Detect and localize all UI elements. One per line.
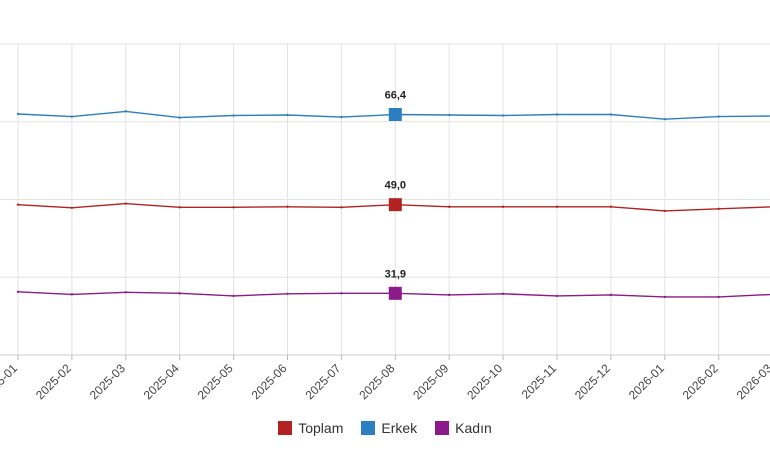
legend-item-kadin[interactable]: Kadın [435, 420, 492, 436]
x-tick-label: 2025-08 [356, 361, 397, 402]
highlight-marker-toplam [388, 198, 402, 212]
legend-label-erkek: Erkek [381, 420, 418, 436]
legend: Toplam Erkek Kadın [0, 420, 770, 436]
x-tick-label: 2025-09 [410, 361, 451, 402]
data-point-kadın [448, 293, 451, 297]
x-tick-label: 2025-05 [195, 361, 236, 402]
x-tick-label: 2025-02 [33, 361, 74, 402]
legend-swatch-toplam [278, 421, 293, 435]
legend-item-erkek[interactable]: Erkek [361, 420, 417, 436]
data-point-erkek [70, 115, 74, 118]
legend-swatch-kadin [435, 421, 450, 435]
x-tick-label: 2026-02 [680, 361, 721, 402]
x-tick-label: 2025-11 [519, 361, 560, 402]
data-point-erkek [286, 113, 289, 117]
data-point-erkek [232, 114, 235, 117]
x-tick-label: 2026-01 [626, 361, 667, 402]
x-tick-label: 2026-03 [734, 361, 770, 402]
data-point-erkek [16, 112, 20, 116]
x-tick-label: 2025-07 [302, 361, 343, 402]
data-label-toplam: 49,0 [385, 180, 406, 192]
data-point-toplam [232, 206, 235, 209]
data-point-erkek [609, 113, 613, 116]
data-point-toplam [124, 202, 128, 205]
data-point-erkek [663, 117, 666, 121]
x-tick-label: 2025-01 [0, 361, 20, 402]
x-tick-label: 2025-04 [141, 361, 182, 402]
legend-swatch-erkek [361, 421, 376, 435]
data-point-erkek [717, 115, 720, 118]
data-point-kadın [501, 292, 505, 296]
highlight-marker-erkek [388, 107, 402, 121]
x-tick-label: 2025-06 [249, 361, 290, 402]
data-label-erkek: 66,4 [385, 89, 407, 101]
data-label-kadın: 31,9 [385, 268, 406, 280]
legend-label-kadin: Kadın [455, 420, 492, 436]
data-point-kadın [286, 292, 289, 296]
data-point-kadın [663, 295, 666, 299]
data-point-erkek [555, 113, 559, 116]
data-point-kadın [178, 292, 181, 295]
data-point-toplam [340, 206, 343, 209]
data-point-kadın [70, 293, 74, 296]
data-point-toplam [448, 205, 451, 208]
data-point-kadın [232, 294, 235, 298]
data-point-toplam [663, 209, 666, 213]
data-point-toplam [178, 206, 181, 209]
data-point-kadın [717, 295, 720, 299]
data-point-erkek [124, 110, 128, 113]
data-point-toplam [609, 205, 613, 208]
data-point-kadın [124, 291, 128, 294]
data-point-erkek [448, 113, 451, 117]
data-point-kadın [609, 293, 613, 297]
data-point-toplam [555, 205, 559, 208]
data-point-kadın [555, 294, 559, 298]
legend-label-toplam: Toplam [298, 420, 344, 436]
data-point-toplam [286, 205, 289, 208]
data-point-toplam [16, 203, 20, 206]
data-point-kadın [16, 290, 20, 293]
data-point-kadın [340, 292, 343, 295]
highlight-marker-kadın [388, 286, 402, 300]
data-point-erkek [340, 115, 343, 119]
data-point-erkek [501, 114, 505, 117]
data-point-toplam [70, 206, 74, 209]
data-point-toplam [717, 207, 720, 211]
x-tick-label: 2025-12 [572, 361, 613, 402]
data-point-toplam [501, 205, 505, 208]
data-point-erkek [178, 116, 181, 119]
legend-item-toplam[interactable]: Toplam [278, 420, 343, 436]
x-tick-label: 2025-10 [464, 361, 505, 402]
x-tick-label: 2025-03 [87, 361, 128, 402]
